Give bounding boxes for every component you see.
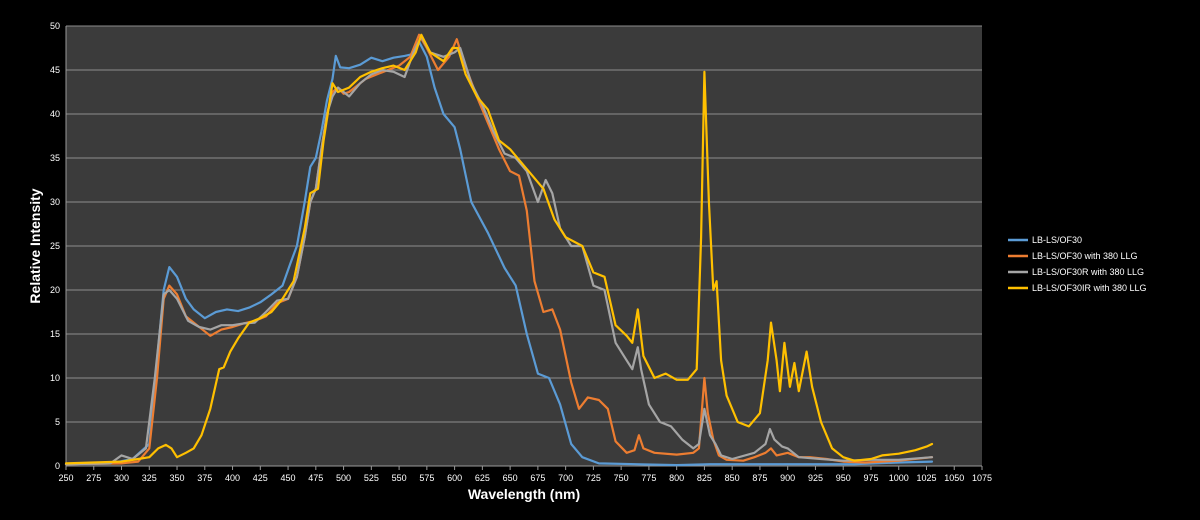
x-tick-label: 475 [308,473,323,483]
x-tick-label: 1000 [889,473,909,483]
x-tick-label: 325 [142,473,157,483]
x-tick-label: 650 [503,473,518,483]
series-line-4 [64,33,934,465]
x-tick-label: 1025 [916,473,936,483]
y-tick-label: 15 [50,329,60,339]
y-axis-title: Relative Intensity [27,188,43,303]
x-tick-label: 625 [475,473,490,483]
x-tick-label: 350 [170,473,185,483]
y-tick-label: 40 [50,109,60,119]
y-tick-label: 5 [55,417,60,427]
y-tick-label: 30 [50,197,60,207]
y-tick-label: 25 [50,241,60,251]
y-tick-label: 20 [50,285,60,295]
x-tick-label: 750 [614,473,629,483]
x-tick-label: 1050 [944,473,964,483]
series-line-1 [64,40,934,467]
x-tick-label: 400 [225,473,240,483]
y-tick-label: 0 [55,461,60,471]
x-tick-label: 600 [447,473,462,483]
x-tick-label: 725 [586,473,601,483]
x-tick-label: 525 [364,473,379,483]
legend-entry-label: LB-LS/OF30R with 380 LLG [1032,267,1144,277]
x-tick-label: 550 [392,473,407,483]
x-tick-label: 1075 [972,473,992,483]
x-tick-label: 925 [808,473,823,483]
y-tick-label: 45 [50,65,60,75]
x-tick-label: 450 [281,473,296,483]
x-tick-label: 800 [669,473,684,483]
data-series [64,33,934,467]
legend-entry-label: LB-LS/OF30 with 380 LLG [1032,251,1138,261]
x-tick-label: 775 [641,473,656,483]
legend-entry-label: LB-LS/OF30 [1032,235,1082,245]
x-axis-title: Wavelength (nm) [468,486,580,502]
x-tick-label: 675 [530,473,545,483]
x-tick-label: 950 [836,473,851,483]
x-tick-label: 975 [863,473,878,483]
x-tick-label: 900 [780,473,795,483]
x-tick-label: 500 [336,473,351,483]
y-tick-label: 10 [50,373,60,383]
legend: LB-LS/OF30 LB-LS/OF30 with 380 LLG LB-LS/O… [1008,235,1147,293]
x-tick-label: 425 [253,473,268,483]
y-tick-label: 50 [50,21,60,31]
x-tick-label: 250 [58,473,73,483]
y-tick-label: 35 [50,153,60,163]
x-tick-label: 275 [86,473,101,483]
x-tick-label: 825 [697,473,712,483]
x-tick-label: 700 [558,473,573,483]
x-tick-label: 300 [114,473,129,483]
x-tick-label: 850 [725,473,740,483]
axes: 0 5 10 15 20 25 30 35 40 45 50 250 275 300 325 350 375 40… [50,21,992,483]
x-tick-label: 875 [752,473,767,483]
legend-entry-label: LB-LS/OF30IR with 380 LLG [1032,283,1147,293]
x-tick-label: 375 [197,473,212,483]
x-tick-label: 575 [419,473,434,483]
